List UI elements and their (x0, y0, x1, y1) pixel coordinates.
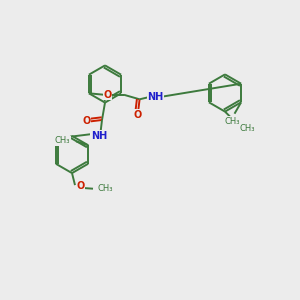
Text: NH: NH (91, 130, 107, 141)
Text: O: O (82, 116, 91, 127)
Text: CH₃: CH₃ (55, 136, 70, 145)
Text: CH₃: CH₃ (98, 184, 113, 193)
Text: O: O (76, 181, 85, 191)
Text: NH: NH (147, 92, 163, 102)
Text: CH₃: CH₃ (239, 124, 255, 133)
Text: CH₃: CH₃ (224, 117, 240, 126)
Text: O: O (103, 90, 112, 100)
Text: O: O (134, 110, 142, 120)
